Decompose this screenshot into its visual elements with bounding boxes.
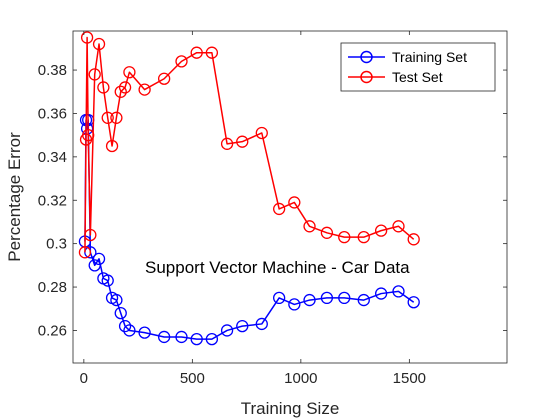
data-point-training-set xyxy=(138,326,151,339)
data-point-training-set xyxy=(88,259,101,272)
y-axis-label: Percentage Error xyxy=(5,132,24,262)
x-tick-label: 0 xyxy=(80,370,88,387)
data-point-test-set xyxy=(190,46,203,59)
data-point-training-set xyxy=(114,306,127,320)
data-point-training-set xyxy=(92,252,106,265)
data-point-training-set xyxy=(110,293,123,307)
legend: Training Set Test Set xyxy=(340,42,496,92)
y-tick-label: 0.32 xyxy=(38,192,67,209)
plot-frame xyxy=(72,30,508,364)
legend-marker-test xyxy=(360,70,373,84)
data-point-training-set xyxy=(357,293,370,307)
data-point-test-set xyxy=(78,246,92,259)
data-point-test-set xyxy=(374,224,388,237)
data-point-training-set xyxy=(374,287,388,300)
ticks-layer: 0 500 1000 1500 0.26 0.28 0.3 0.32 0.34 0.36 0.38 xyxy=(38,31,507,387)
chart-annotation: Support Vector Machine - Car Data xyxy=(145,258,410,277)
data-point-test-set xyxy=(157,72,171,85)
y-tick-label: 0.38 xyxy=(38,62,67,79)
legend-label-training: Training Set xyxy=(392,49,467,65)
data-point-training-set xyxy=(118,319,132,333)
data-point-test-set xyxy=(338,230,351,244)
data-point-training-set xyxy=(303,293,316,307)
data-point-test-set xyxy=(255,126,268,140)
data-point-test-set xyxy=(88,68,101,81)
legend-label-test: Test Set xyxy=(392,69,443,85)
data-point-test-set xyxy=(92,37,106,51)
data-point-training-set xyxy=(101,274,114,287)
y-tick-label: 0.3 xyxy=(46,236,67,253)
x-tick-label: 1000 xyxy=(284,370,317,387)
data-point-test-set xyxy=(118,81,132,94)
y-tick-label: 0.28 xyxy=(38,279,67,296)
data-point-test-set xyxy=(303,220,316,233)
y-tick-label: 0.34 xyxy=(38,149,67,166)
data-point-training-set xyxy=(84,246,97,259)
legend-marker-training xyxy=(360,50,373,64)
series-layer xyxy=(78,31,420,346)
data-point-test-set xyxy=(138,83,151,96)
data-point-test-set xyxy=(357,230,370,244)
series-line-test-set xyxy=(84,36,415,253)
data-point-test-set xyxy=(236,135,249,148)
data-point-test-set xyxy=(288,196,301,209)
data-point-training-set xyxy=(205,332,219,346)
data-point-test-set xyxy=(272,202,286,216)
x-tick-label: 500 xyxy=(180,370,205,387)
data-point-training-set xyxy=(190,332,203,346)
data-point-training-set xyxy=(272,291,286,305)
data-point-training-set xyxy=(288,298,301,311)
data-point-test-set xyxy=(175,55,188,68)
data-point-training-set xyxy=(175,330,188,344)
data-point-test-set xyxy=(220,137,234,150)
data-point-test-set xyxy=(101,111,114,124)
data-point-test-set xyxy=(407,233,420,246)
data-point-test-set xyxy=(114,85,127,98)
data-point-test-set xyxy=(392,220,405,233)
x-axis-label: Training Size xyxy=(241,399,340,418)
data-point-training-set xyxy=(123,324,136,337)
data-point-training-set xyxy=(320,291,334,305)
data-point-test-set xyxy=(110,111,123,124)
data-point-training-set xyxy=(157,330,171,344)
data-point-training-set xyxy=(392,285,405,298)
data-point-training-set xyxy=(255,317,268,331)
data-point-training-set xyxy=(236,319,249,333)
data-point-test-set xyxy=(105,139,119,153)
data-point-test-set xyxy=(123,66,136,79)
data-point-test-set xyxy=(80,31,94,44)
data-point-training-set xyxy=(220,324,234,337)
y-tick-label: 0.36 xyxy=(38,105,67,122)
x-tick-label: 1500 xyxy=(393,370,426,387)
data-point-test-set xyxy=(97,81,110,94)
data-point-test-set xyxy=(84,228,97,242)
data-point-training-set xyxy=(338,291,351,305)
data-point-test-set xyxy=(205,46,219,59)
y-tick-label: 0.26 xyxy=(38,322,67,339)
data-point-test-set xyxy=(82,129,95,142)
data-point-test-set xyxy=(320,226,334,239)
data-point-training-set xyxy=(407,296,420,309)
series-line-training-set xyxy=(84,119,415,340)
